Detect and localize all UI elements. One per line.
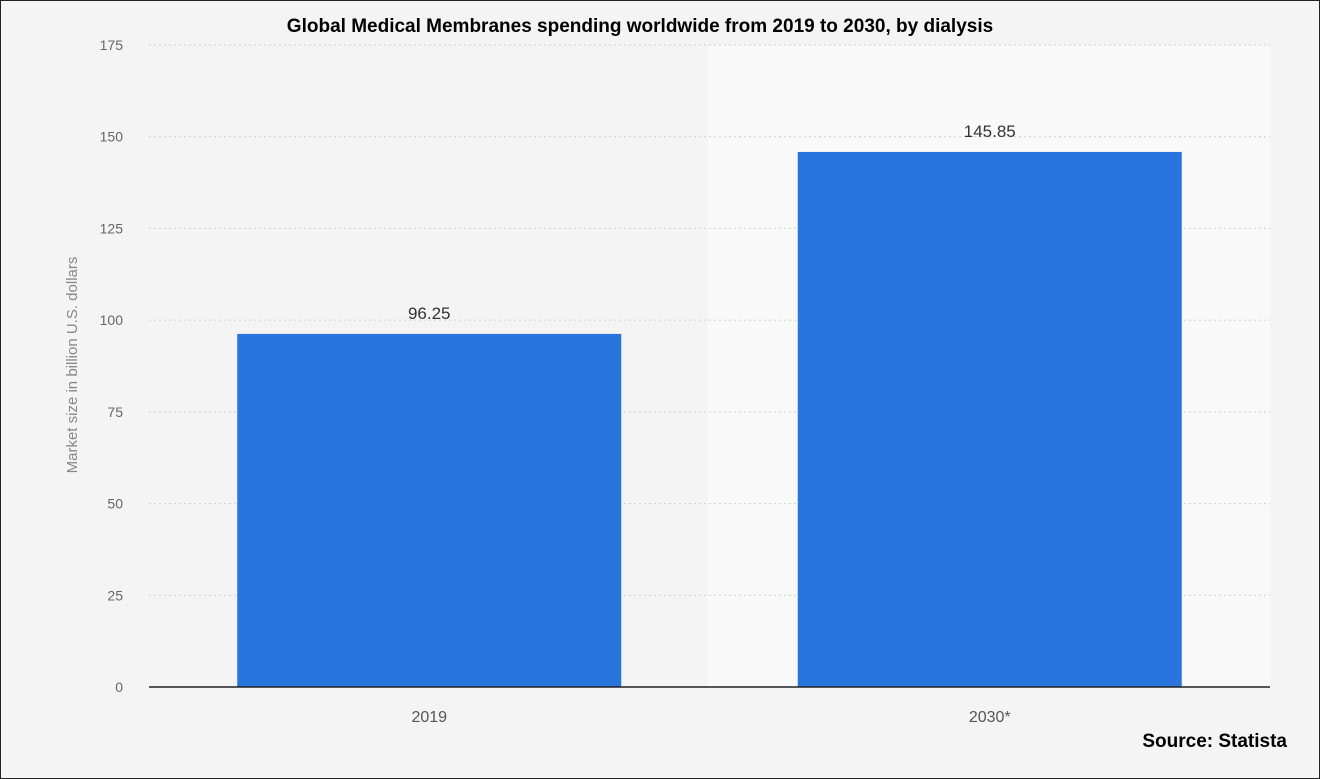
x-axis-ticks: 2019 2030* <box>411 709 1010 726</box>
y-axis-ticks: 0 25 50 75 100 125 150 175 <box>100 37 124 695</box>
bar-2019 <box>237 333 622 687</box>
data-labels: 96.25 145.85 <box>408 122 1016 323</box>
y-tick-label: 75 <box>107 404 123 420</box>
source-label: Source: Statista <box>1142 731 1287 752</box>
y-tick-label: 175 <box>100 37 124 53</box>
y-tick-label: 125 <box>100 220 124 236</box>
chart-title: Global Medical Membranes spending worldw… <box>287 16 993 37</box>
y-tick-label: 50 <box>107 496 123 512</box>
y-axis-label: Market size in billion U.S. dollars <box>64 257 81 474</box>
y-tick-label: 150 <box>100 129 124 145</box>
x-tick-label: 2030* <box>969 709 1011 726</box>
data-label: 145.85 <box>964 122 1016 141</box>
x-tick-label: 2019 <box>411 709 447 726</box>
y-tick-label: 100 <box>100 312 124 328</box>
bars <box>237 151 1182 688</box>
data-label: 96.25 <box>408 304 451 323</box>
bar-2030 <box>797 151 1182 688</box>
y-tick-label: 0 <box>115 679 123 695</box>
y-tick-label: 25 <box>107 587 123 603</box>
